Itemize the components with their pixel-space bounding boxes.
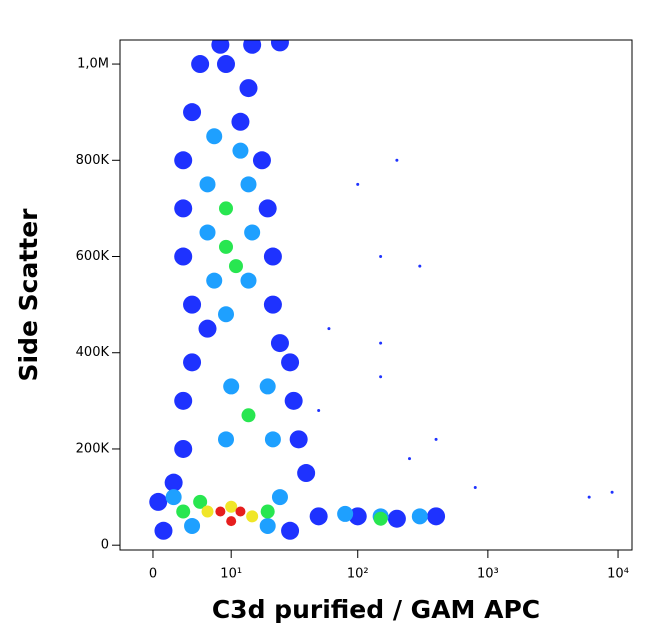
event-point <box>217 55 236 74</box>
event-point <box>297 464 316 483</box>
event-point <box>252 151 271 170</box>
y-tick-label: 1,0M <box>77 57 109 72</box>
event-point <box>215 506 226 517</box>
event-point <box>239 79 258 98</box>
event-point <box>610 490 614 494</box>
event-point <box>184 517 201 534</box>
event-point <box>317 408 321 412</box>
event-point <box>587 495 591 499</box>
x-axis-title: C3d purified / GAM APC <box>212 595 540 624</box>
event-point <box>263 295 282 314</box>
y-tick-label: 0 <box>101 538 109 553</box>
event-point <box>154 521 173 540</box>
event-point <box>149 492 168 511</box>
event-point <box>418 264 422 268</box>
plot-frame <box>119 39 633 551</box>
event-point <box>218 431 235 448</box>
event-point <box>183 103 202 122</box>
x-tick-label: 10² <box>347 567 369 582</box>
event-point <box>193 494 208 509</box>
event-point <box>327 327 331 331</box>
event-point <box>379 255 383 259</box>
event-point <box>176 504 191 519</box>
event-point <box>199 224 216 241</box>
event-point <box>240 176 257 193</box>
event-point <box>387 509 406 528</box>
event-point <box>219 239 234 254</box>
event-point <box>232 142 249 159</box>
x-tick-label: 10¹ <box>220 567 242 582</box>
event-point <box>259 378 276 395</box>
plot-area <box>120 40 632 550</box>
event-point <box>164 473 183 492</box>
event-point <box>379 375 383 379</box>
event-point <box>174 439 193 458</box>
event-point <box>373 511 388 526</box>
event-point <box>281 353 300 372</box>
event-point <box>356 182 360 186</box>
event-point <box>281 521 300 540</box>
y-tick-label: 200K <box>76 441 110 456</box>
event-point <box>473 485 477 489</box>
event-point <box>174 391 193 410</box>
event-point <box>219 201 234 216</box>
event-point <box>241 408 256 423</box>
y-axis-title: Side Scatter <box>14 208 43 382</box>
event-point <box>395 158 399 162</box>
event-point <box>225 500 238 513</box>
event-point <box>427 507 446 526</box>
event-point <box>198 319 217 338</box>
event-point <box>260 504 275 519</box>
event-point <box>218 306 235 323</box>
event-point <box>235 506 246 517</box>
event-point <box>174 199 193 218</box>
x-tick-label: 0 <box>149 567 157 582</box>
event-point <box>174 247 193 266</box>
x-tick-label: 10⁴ <box>607 567 629 582</box>
event-point <box>211 40 230 54</box>
event-point <box>199 176 216 193</box>
event-point <box>348 507 367 526</box>
event-point <box>183 295 202 314</box>
event-point <box>259 517 276 534</box>
event-point <box>379 341 383 345</box>
event-point <box>228 259 243 274</box>
event-point <box>309 507 328 526</box>
event-point <box>231 112 250 131</box>
event-point <box>243 40 262 54</box>
event-point <box>206 128 223 145</box>
event-point <box>270 334 289 353</box>
event-point <box>284 391 303 410</box>
event-point <box>246 510 259 523</box>
event-point <box>270 40 289 52</box>
event-point <box>201 505 214 518</box>
event-point <box>244 224 261 241</box>
x-tick-label: 10³ <box>477 567 499 582</box>
event-point <box>174 151 193 170</box>
event-point <box>183 353 202 372</box>
event-point <box>258 199 277 218</box>
event-point <box>240 272 257 289</box>
event-point <box>165 489 182 506</box>
y-tick-label: 800K <box>76 153 110 168</box>
event-point <box>264 431 281 448</box>
event-point <box>337 505 354 522</box>
event-point <box>206 272 223 289</box>
y-tick-label: 400K <box>76 345 110 360</box>
event-point <box>263 247 282 266</box>
event-point <box>408 457 412 461</box>
y-tick-label: 600K <box>76 249 110 264</box>
event-point <box>271 489 288 506</box>
event-point <box>289 430 308 449</box>
marks <box>149 40 614 540</box>
event-point <box>226 516 237 527</box>
event-point <box>223 378 240 395</box>
event-point <box>191 55 210 74</box>
event-point <box>434 437 438 441</box>
event-point <box>411 508 428 525</box>
